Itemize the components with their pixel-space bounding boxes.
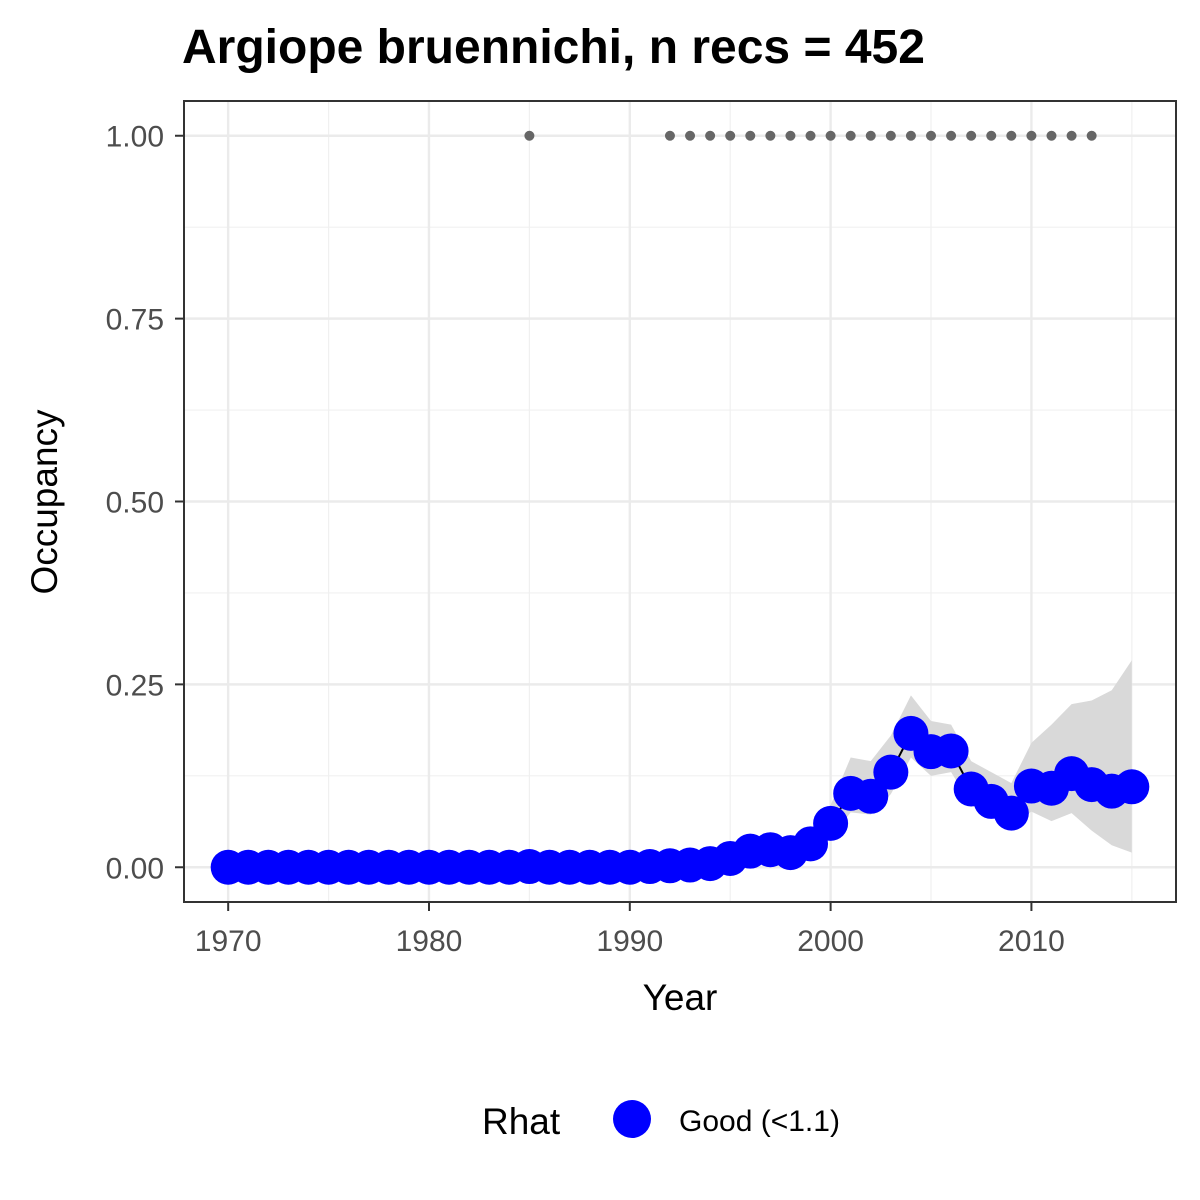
detection-point xyxy=(966,130,977,141)
confidence-band-area xyxy=(228,660,1132,868)
y-tick-label: 0.25 xyxy=(106,669,164,702)
detection-point xyxy=(986,130,997,141)
legend-key-good xyxy=(613,1100,651,1138)
occupancy-point xyxy=(873,754,909,790)
y-tick-label: 0.75 xyxy=(106,304,164,337)
occupancy-points xyxy=(210,715,1150,885)
occupancy-point xyxy=(853,778,889,814)
detection-point xyxy=(865,130,876,141)
x-tick-label: 1990 xyxy=(596,925,663,958)
confidence-band xyxy=(228,660,1132,868)
legend-title: Rhat xyxy=(482,1101,561,1142)
y-axis: 0.00 0.25 0.50 0.75 1.00 xyxy=(106,121,184,885)
occupancy-point xyxy=(933,733,969,769)
detection-point xyxy=(705,130,716,141)
occupancy-point xyxy=(993,795,1029,831)
detection-point xyxy=(1026,130,1037,141)
detection-point xyxy=(1086,130,1097,141)
detection-point xyxy=(1066,130,1077,141)
detection-point xyxy=(825,130,836,141)
legend: Rhat Good (<1.1) xyxy=(482,1100,840,1142)
legend-label-good: Good (<1.1) xyxy=(679,1105,840,1138)
detection-point xyxy=(926,130,937,141)
x-tick-label: 1980 xyxy=(396,925,463,958)
detection-point xyxy=(685,130,696,141)
occupancy-point xyxy=(1114,769,1150,805)
x-tick-label: 2000 xyxy=(797,925,864,958)
x-axis-title: Year xyxy=(643,977,718,1018)
x-axis: 1970 1980 1990 2000 2010 xyxy=(195,902,1065,958)
detection-point xyxy=(664,130,675,141)
detection-point xyxy=(946,130,957,141)
detection-point xyxy=(845,130,856,141)
occupancy-point xyxy=(813,805,849,841)
detection-point xyxy=(905,130,916,141)
x-tick-label: 1970 xyxy=(195,925,262,958)
y-tick-label: 1.00 xyxy=(106,121,164,154)
detection-point xyxy=(765,130,776,141)
detection-point xyxy=(725,130,736,141)
detection-point xyxy=(1046,130,1057,141)
y-tick-label: 0.00 xyxy=(106,852,164,885)
detection-point xyxy=(745,130,756,141)
chart-title: Argiope bruennichi, n recs = 452 xyxy=(182,21,925,74)
detection-point xyxy=(1006,130,1017,141)
x-tick-label: 2010 xyxy=(998,925,1065,958)
detection-point xyxy=(524,130,535,141)
y-tick-label: 0.50 xyxy=(106,487,164,520)
detection-point xyxy=(805,130,816,141)
detection-point xyxy=(785,130,796,141)
y-axis-title: Occupancy xyxy=(24,409,65,595)
detection-point xyxy=(885,130,896,141)
detection-points xyxy=(524,130,1097,141)
